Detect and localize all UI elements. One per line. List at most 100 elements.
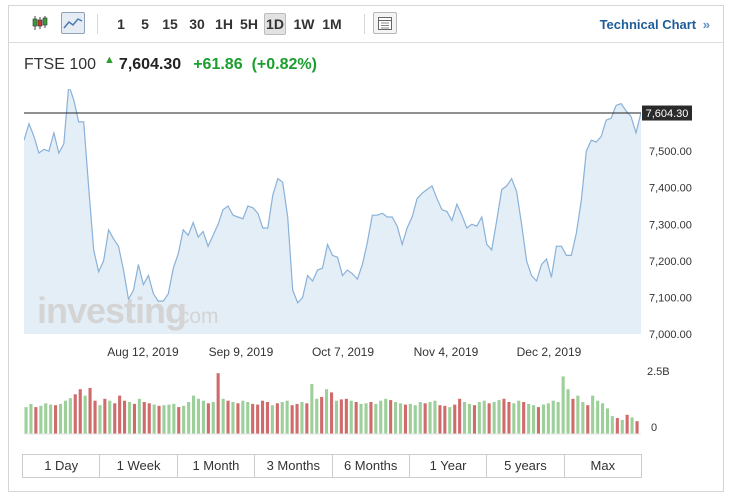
volume-bar bbox=[113, 403, 117, 434]
toolbar-separator bbox=[364, 14, 365, 34]
price-change-percent: (+0.82%) bbox=[251, 56, 317, 73]
volume-bar bbox=[34, 407, 38, 434]
toolbar-separator bbox=[97, 14, 98, 34]
volume-bar bbox=[477, 402, 481, 434]
volume-bar bbox=[408, 403, 412, 434]
volume-bar bbox=[265, 402, 269, 434]
volume-bar bbox=[108, 400, 112, 434]
volume-bar bbox=[359, 403, 363, 434]
volume-bar bbox=[295, 403, 299, 434]
volume-bar bbox=[586, 405, 590, 434]
volume-bar bbox=[339, 399, 343, 434]
volume-bar bbox=[182, 405, 186, 434]
volume-zero-label: 0 bbox=[651, 422, 657, 434]
candlestick-icon[interactable] bbox=[28, 12, 52, 34]
period-button-1-week[interactable]: 1 Week bbox=[100, 455, 178, 477]
period-button-1-year[interactable]: 1 Year bbox=[410, 455, 488, 477]
volume-bar bbox=[418, 402, 422, 434]
volume-bar bbox=[54, 405, 58, 434]
volume-bar bbox=[615, 418, 619, 434]
volume-bar bbox=[241, 400, 245, 434]
volume-bar bbox=[522, 402, 526, 434]
last-price: 7,604.30 bbox=[118, 56, 182, 73]
volume-bar bbox=[512, 403, 516, 434]
price-change: +61.86 bbox=[193, 56, 243, 73]
volume-bar bbox=[261, 400, 265, 434]
volume-bar bbox=[605, 408, 609, 434]
period-button-1-month[interactable]: 1 Month bbox=[178, 455, 256, 477]
interval-button-1h[interactable]: 1H bbox=[215, 16, 233, 32]
technical-chart-link[interactable]: Technical Chart » bbox=[600, 17, 710, 32]
period-button-3-months[interactable]: 3 Months bbox=[255, 455, 333, 477]
interval-button-1[interactable]: 1 bbox=[117, 16, 125, 32]
volume-bar bbox=[472, 405, 476, 434]
volume-bar bbox=[502, 398, 506, 434]
volume-bar bbox=[216, 373, 220, 434]
technical-chart-label: Technical Chart bbox=[599, 17, 697, 32]
volume-bar bbox=[546, 403, 550, 434]
x-tick-label: Sep 9, 2019 bbox=[209, 345, 274, 359]
interval-button-5h[interactable]: 5H bbox=[240, 16, 258, 32]
volume-bar bbox=[438, 405, 442, 434]
volume-bar bbox=[167, 404, 171, 434]
volume-bar bbox=[280, 402, 284, 434]
volume-bar bbox=[344, 398, 348, 434]
period-button-1-day[interactable]: 1 Day bbox=[23, 455, 101, 477]
volume-bar bbox=[127, 402, 131, 434]
volume-bar bbox=[403, 404, 407, 434]
period-button-5-years[interactable]: 5 years bbox=[487, 455, 565, 477]
table-icon[interactable] bbox=[373, 12, 397, 34]
volume-bar bbox=[620, 419, 624, 434]
x-tick-label: Aug 12, 2019 bbox=[107, 345, 179, 359]
y-tick-label: 7,000.00 bbox=[649, 329, 692, 341]
volume-bar bbox=[541, 404, 545, 434]
volume-bar bbox=[532, 405, 536, 434]
volume-bar bbox=[275, 403, 279, 434]
last-price-label: 7,604.30 bbox=[642, 105, 692, 121]
volume-bar bbox=[192, 395, 196, 434]
y-tick-label: 7,300.00 bbox=[649, 219, 692, 231]
x-tick-label: Oct 7, 2019 bbox=[312, 345, 374, 359]
volume-bar bbox=[24, 407, 28, 434]
instrument-name: FTSE 100 bbox=[24, 56, 97, 73]
volume-bar bbox=[157, 405, 161, 434]
volume-bar bbox=[78, 389, 82, 434]
volume-bar bbox=[226, 400, 230, 434]
volume-bar bbox=[576, 395, 580, 434]
volume-bar bbox=[73, 394, 77, 434]
period-button-max[interactable]: Max bbox=[590, 458, 616, 473]
volume-bar bbox=[310, 384, 314, 434]
volume-bar bbox=[196, 398, 200, 434]
interval-button-1w[interactable]: 1W bbox=[293, 16, 315, 32]
volume-bar bbox=[44, 403, 48, 434]
volume-bar bbox=[305, 403, 309, 434]
volume-bar bbox=[527, 403, 531, 434]
volume-bar bbox=[601, 403, 605, 434]
volume-bar bbox=[221, 398, 225, 434]
volume-bar bbox=[270, 405, 274, 434]
interval-button-1d[interactable]: 1D bbox=[264, 13, 286, 35]
interval-button-5[interactable]: 5 bbox=[141, 16, 149, 32]
chevron-right-icon: » bbox=[702, 17, 710, 32]
volume-bar bbox=[369, 402, 373, 434]
period-selector: 1 Day 1 Week 1 Month 3 Months 6 Months 1 Year… bbox=[22, 454, 642, 478]
volume-bar bbox=[433, 400, 437, 434]
volume-bar bbox=[551, 400, 555, 434]
volume-bar bbox=[374, 403, 378, 434]
watermark-suffix: .com bbox=[173, 305, 219, 328]
volume-bar bbox=[320, 396, 324, 434]
period-button-6-months[interactable]: 6 Months bbox=[333, 455, 410, 477]
volume-bar bbox=[187, 402, 191, 434]
volume-bar bbox=[625, 414, 629, 434]
chart-widget: 1 5 15 30 1H 5H 1D 1W 1M Technical Chart » FTSE … bbox=[8, 5, 724, 492]
interval-button-30[interactable]: 30 bbox=[189, 16, 205, 32]
volume-bar bbox=[379, 400, 383, 434]
volume-bar bbox=[147, 403, 151, 434]
volume-bar bbox=[103, 398, 107, 434]
price-chart[interactable]: investing .com 7,604.30 7,500.00 7,400.00… bbox=[9, 81, 723, 451]
area-chart-icon[interactable] bbox=[61, 12, 85, 34]
watermark-text: investing bbox=[37, 290, 186, 331]
interval-button-1m[interactable]: 1M bbox=[322, 16, 342, 32]
volume-bar bbox=[497, 400, 501, 434]
interval-button-15[interactable]: 15 bbox=[162, 16, 178, 32]
